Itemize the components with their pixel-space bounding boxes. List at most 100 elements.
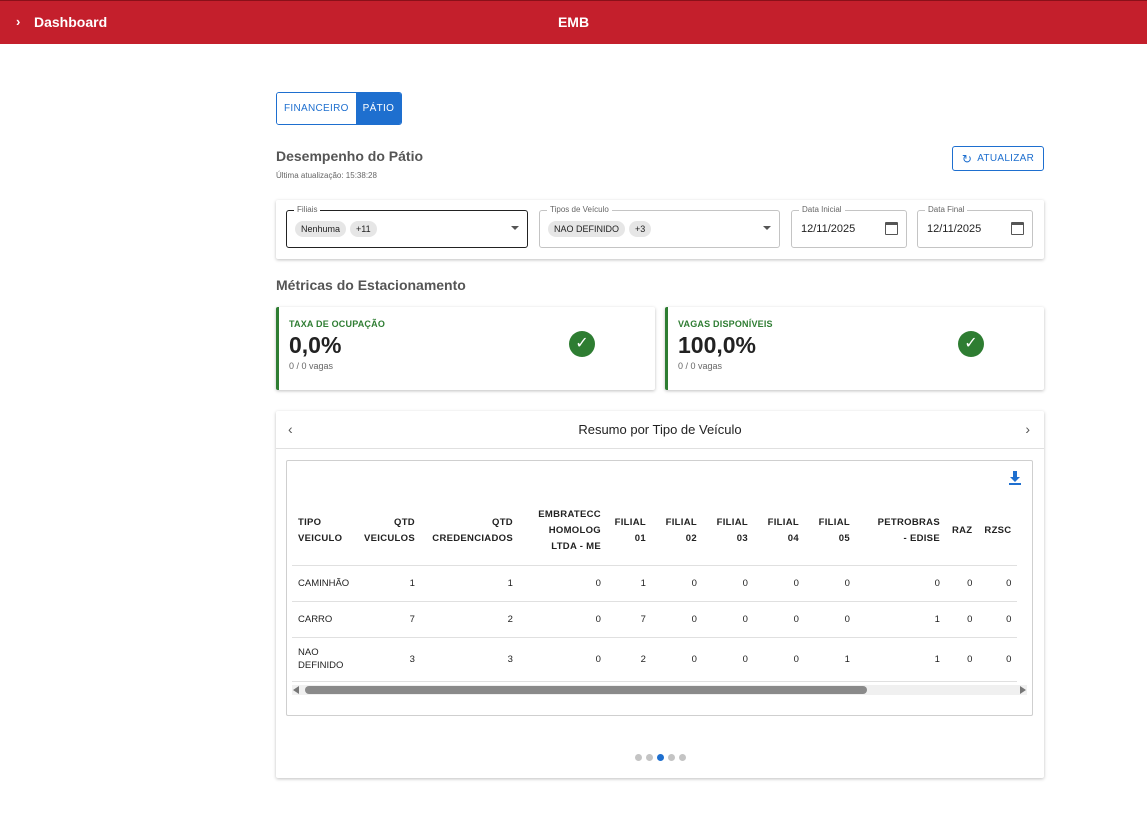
column-header[interactable]: FILIAL 03 [702,497,754,566]
filters-panel: Filiais Nenhuma +11 Tipos de Veículo NAO… [276,200,1044,259]
tipos-chip-more[interactable]: +3 [629,221,652,237]
table-cell: 0 [978,565,1018,602]
column-header-line: CREDENCIADOS [432,532,513,544]
scroll-left-icon[interactable] [293,686,299,694]
chevron-down-icon[interactable] [511,226,519,230]
dashboard-title[interactable]: Dashboard [34,14,108,30]
table-scroll-area[interactable]: TIPO VEICULO QTD VEICULOS QTD CREDENCIADOS EMB… [292,497,1027,691]
download-icon[interactable] [1008,470,1022,486]
table-cell: 0 [804,601,856,638]
refresh-button[interactable]: ↻ ATUALIZAR [952,146,1044,171]
table-cell: 7 [358,601,421,638]
calendar-icon[interactable] [885,222,898,235]
tab-patio[interactable]: PÁTIO [355,93,402,124]
column-header[interactable]: RAZ [945,497,979,566]
pagination-dot[interactable] [634,754,642,761]
tab-financeiro[interactable]: FINANCEIRO [277,93,356,124]
column-header-line: 05 [838,532,850,544]
table-cell: 0 [945,601,979,638]
column-header-line: FILIAL [767,516,799,528]
chevron-right-icon[interactable]: › [16,14,21,29]
metric-title: TAXA DE OCUPAÇÃO [289,319,386,329]
vehicle-type-line: DEFINIDO [298,660,344,671]
column-header-line: QTD [492,516,513,528]
column-header[interactable]: FILIAL 02 [651,497,703,566]
column-header[interactable]: TIPO VEICULO [292,497,358,566]
filiais-chip-nenhuma[interactable]: Nenhuma [295,221,347,237]
scroll-right-icon[interactable] [1020,686,1026,694]
brand-label: EMB [557,14,590,30]
column-header-line: QTD [394,516,415,528]
filiais-chip-more[interactable]: +11 [350,221,377,237]
column-header[interactable]: PETROBRAS - EDISE [855,497,946,566]
column-header-line: RAZ [951,524,973,536]
chevron-right-icon[interactable]: › [1025,421,1030,437]
table-row: NAO DEFINIDO 3 3 0 2 0 0 0 1 1 0 0 [292,637,1018,682]
carousel-title: Resumo por Tipo de Veículo [578,422,742,437]
summary-table-box: TIPO VEICULO QTD VEICULOS QTD CREDENCIADOS EMB… [286,460,1033,716]
column-header[interactable]: FILIAL 05 [804,497,856,566]
chevron-down-icon[interactable] [763,226,771,230]
vehicle-type-cell: CAMINHÃO [292,565,358,602]
column-header[interactable]: EMBRATECC HOMOLOG LTDA - ME [518,497,607,566]
column-header-line: TIPO [298,516,322,528]
table-cell: 0 [518,601,607,638]
column-header[interactable]: FILIAL 01 [606,497,652,566]
pagination-dot[interactable] [656,754,664,761]
column-header[interactable]: FILIAL 04 [753,497,805,566]
table-row: CARRO 7 2 0 7 0 0 0 0 1 0 0 [292,601,1018,638]
table-cell: 0 [753,637,805,682]
last-updated-text: Última atualização: 15:38:28 [276,171,377,180]
table-cell: 0 [651,637,703,682]
chevron-left-icon[interactable]: ‹ [288,421,293,437]
table-cell: 0 [702,565,754,602]
table-body: CAMINHÃO 1 1 0 1 0 0 0 0 0 0 0 CARRO 7 2 0 7 0 0 0 0 1 0 0 NAO DE… [292,565,1018,682]
metric-title: VAGAS DISPONÍVEIS [678,319,773,329]
check-circle-icon: ✓ [569,331,595,357]
calendar-icon[interactable] [1011,222,1024,235]
app-header: › Dashboard EMB [0,0,1147,44]
carousel-header: ‹ Resumo por Tipo de Veículo › [276,411,1044,449]
filiais-label: Filiais [294,205,321,215]
scrollbar-thumb[interactable] [305,686,867,694]
metrics-title: Métricas do Estacionamento [276,277,466,293]
table-cell: 3 [358,637,421,682]
table-cell: 0 [978,637,1018,682]
data-final-field[interactable]: Data Final 12/11/2025 [917,205,1033,248]
table-header-row: TIPO VEICULO QTD VEICULOS QTD CREDENCIADOS EMB… [292,497,1018,566]
column-header-line: 03 [736,532,748,544]
pagination-dot[interactable] [645,754,653,761]
table-row: CAMINHÃO 1 1 0 1 0 0 0 0 0 0 0 [292,565,1018,602]
metric-sub: 0 / 0 vagas [678,361,723,371]
tab-group: FINANCEIRO PÁTIO [276,92,403,125]
pagination-dot[interactable] [678,754,686,761]
data-final-value[interactable]: 12/11/2025 [927,223,982,235]
table-cell: 0 [518,565,607,602]
tipos-chip-nao-definido[interactable]: NAO DEFINIDO [548,221,626,237]
vehicle-type-cell: NAO DEFINIDO [292,637,358,682]
column-header-line: FILIAL [614,516,646,528]
metric-sub: 0 / 0 vagas [289,361,334,371]
table-cell: 0 [978,601,1018,638]
column-header-line: HOMOLOG [548,524,601,536]
table-cell: 0 [702,637,754,682]
horizontal-scrollbar[interactable] [292,685,1027,695]
table-cell: 1 [420,565,519,602]
tipos-veiculo-select[interactable]: Tipos de Veículo NAO DEFINIDO +3 [539,205,780,248]
summary-table: TIPO VEICULO QTD VEICULOS QTD CREDENCIADOS EMB… [292,497,1018,682]
column-header[interactable]: QTD VEICULOS [358,497,421,566]
vehicle-type-cell: CARRO [292,601,358,638]
vehicle-type-line: CAMINHÃO [298,577,350,589]
column-header-line: VEICULOS [364,532,415,544]
filiais-select[interactable]: Filiais Nenhuma +11 [286,205,528,248]
data-inicial-value[interactable]: 12/11/2025 [801,223,856,235]
column-header[interactable]: QTD CREDENCIADOS [420,497,519,566]
column-header-line: VEICULO [298,532,343,544]
table-cell: 3 [420,637,519,682]
refresh-button-label: ATUALIZAR [977,153,1035,164]
metric-card-ocupacao: TAXA DE OCUPAÇÃO 0,0% 0 / 0 vagas ✓ [276,307,655,390]
data-inicial-field[interactable]: Data Inicial 12/11/2025 [791,205,907,248]
column-header-line: FILIAL [665,516,697,528]
column-header[interactable]: RZSC [978,497,1018,566]
pagination-dot[interactable] [667,754,675,761]
